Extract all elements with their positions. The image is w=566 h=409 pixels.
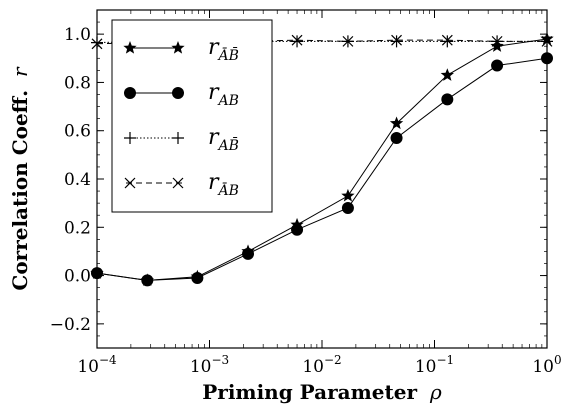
data-point bbox=[390, 35, 403, 48]
legend-label: rĀB̄ bbox=[208, 35, 239, 64]
x-axis-label-symbol: ρ bbox=[429, 380, 442, 404]
x-tick-label: 10−4 bbox=[77, 353, 117, 377]
x-tick-exponent: −1 bbox=[436, 353, 454, 367]
legend-label-main: r bbox=[208, 170, 220, 195]
legend-label-main: r bbox=[208, 125, 220, 150]
legend-label-sub: AB bbox=[217, 93, 239, 109]
legend-label-main: r bbox=[208, 35, 220, 60]
y-axis-label-symbol: r bbox=[8, 66, 32, 77]
x-tick-label: 10−2 bbox=[302, 353, 341, 377]
legend-marker bbox=[171, 41, 185, 54]
legend-box bbox=[111, 19, 273, 213]
plot-frame bbox=[96, 9, 548, 349]
y-tick-label: 1.0 bbox=[64, 25, 91, 45]
data-point bbox=[389, 116, 404, 130]
y-tick-label: 0.4 bbox=[64, 170, 91, 190]
data-point bbox=[341, 201, 354, 214]
data-point bbox=[241, 244, 255, 258]
legend-marker bbox=[172, 177, 184, 189]
x-tick-base: 10 bbox=[77, 357, 99, 377]
legend-label-sub: AB̄ bbox=[217, 136, 239, 154]
legend-marker bbox=[124, 132, 136, 144]
x-tick-label: 10−1 bbox=[415, 353, 454, 377]
data-point bbox=[140, 273, 154, 287]
x-axis-label-text: Priming Parameter bbox=[202, 380, 417, 404]
y-axis-label: Correlation Coeff. r bbox=[8, 66, 32, 291]
legend-label-sub: ĀB bbox=[217, 181, 239, 199]
x-tick-base: 10 bbox=[302, 357, 324, 377]
legend-marker bbox=[124, 87, 136, 99]
x-tick-exponent: −4 bbox=[99, 353, 117, 367]
y-tick-label: 0.0 bbox=[64, 267, 91, 287]
data-point bbox=[491, 59, 504, 72]
x-tick-exponent: −2 bbox=[324, 353, 342, 367]
x-axis-label: Priming Parameter ρ bbox=[202, 380, 442, 404]
series-line bbox=[96, 40, 547, 44]
x-tick-exponent: 0 bbox=[554, 353, 562, 367]
legend-label-sub: ĀB̄ bbox=[217, 46, 239, 64]
data-point bbox=[441, 93, 454, 106]
legend-label: rAB bbox=[208, 80, 239, 109]
x-tick-label: 10−3 bbox=[190, 353, 229, 377]
data-point bbox=[291, 35, 304, 48]
x-tick-base: 10 bbox=[190, 357, 212, 377]
legend-label-main: r bbox=[208, 80, 220, 105]
data-point bbox=[390, 131, 403, 144]
y-tick-label: 0.6 bbox=[64, 122, 91, 142]
legend-marker bbox=[124, 177, 136, 189]
y-tick-label: −0.2 bbox=[50, 315, 91, 335]
data-point bbox=[441, 35, 454, 48]
y-tick-label: 0.2 bbox=[64, 218, 91, 238]
axis-ticks: −0.20.00.20.40.60.81.010−4 10−3 10−2 10−1 10… bbox=[50, 9, 562, 377]
legend-marker bbox=[172, 132, 184, 144]
x-tick-base: 10 bbox=[532, 357, 554, 377]
data-point bbox=[341, 35, 354, 48]
legend-marker bbox=[172, 87, 184, 99]
data-point bbox=[490, 39, 504, 52]
y-tick-label: 0.8 bbox=[64, 73, 91, 93]
y-axis-label-text: Correlation Coeff. bbox=[8, 90, 32, 291]
x-tick-exponent: −3 bbox=[211, 353, 229, 367]
data-point bbox=[290, 217, 304, 231]
legend-label: rĀB bbox=[208, 170, 239, 199]
data-point bbox=[190, 269, 205, 283]
x-tick-label: 100 bbox=[532, 353, 561, 377]
x-tick-base: 10 bbox=[415, 357, 437, 377]
series-line bbox=[96, 38, 548, 281]
legend-marker bbox=[123, 41, 137, 54]
series-line bbox=[96, 57, 548, 281]
legend-label: rAB̄ bbox=[208, 125, 239, 154]
data-point bbox=[440, 68, 454, 81]
data-point bbox=[341, 188, 355, 202]
